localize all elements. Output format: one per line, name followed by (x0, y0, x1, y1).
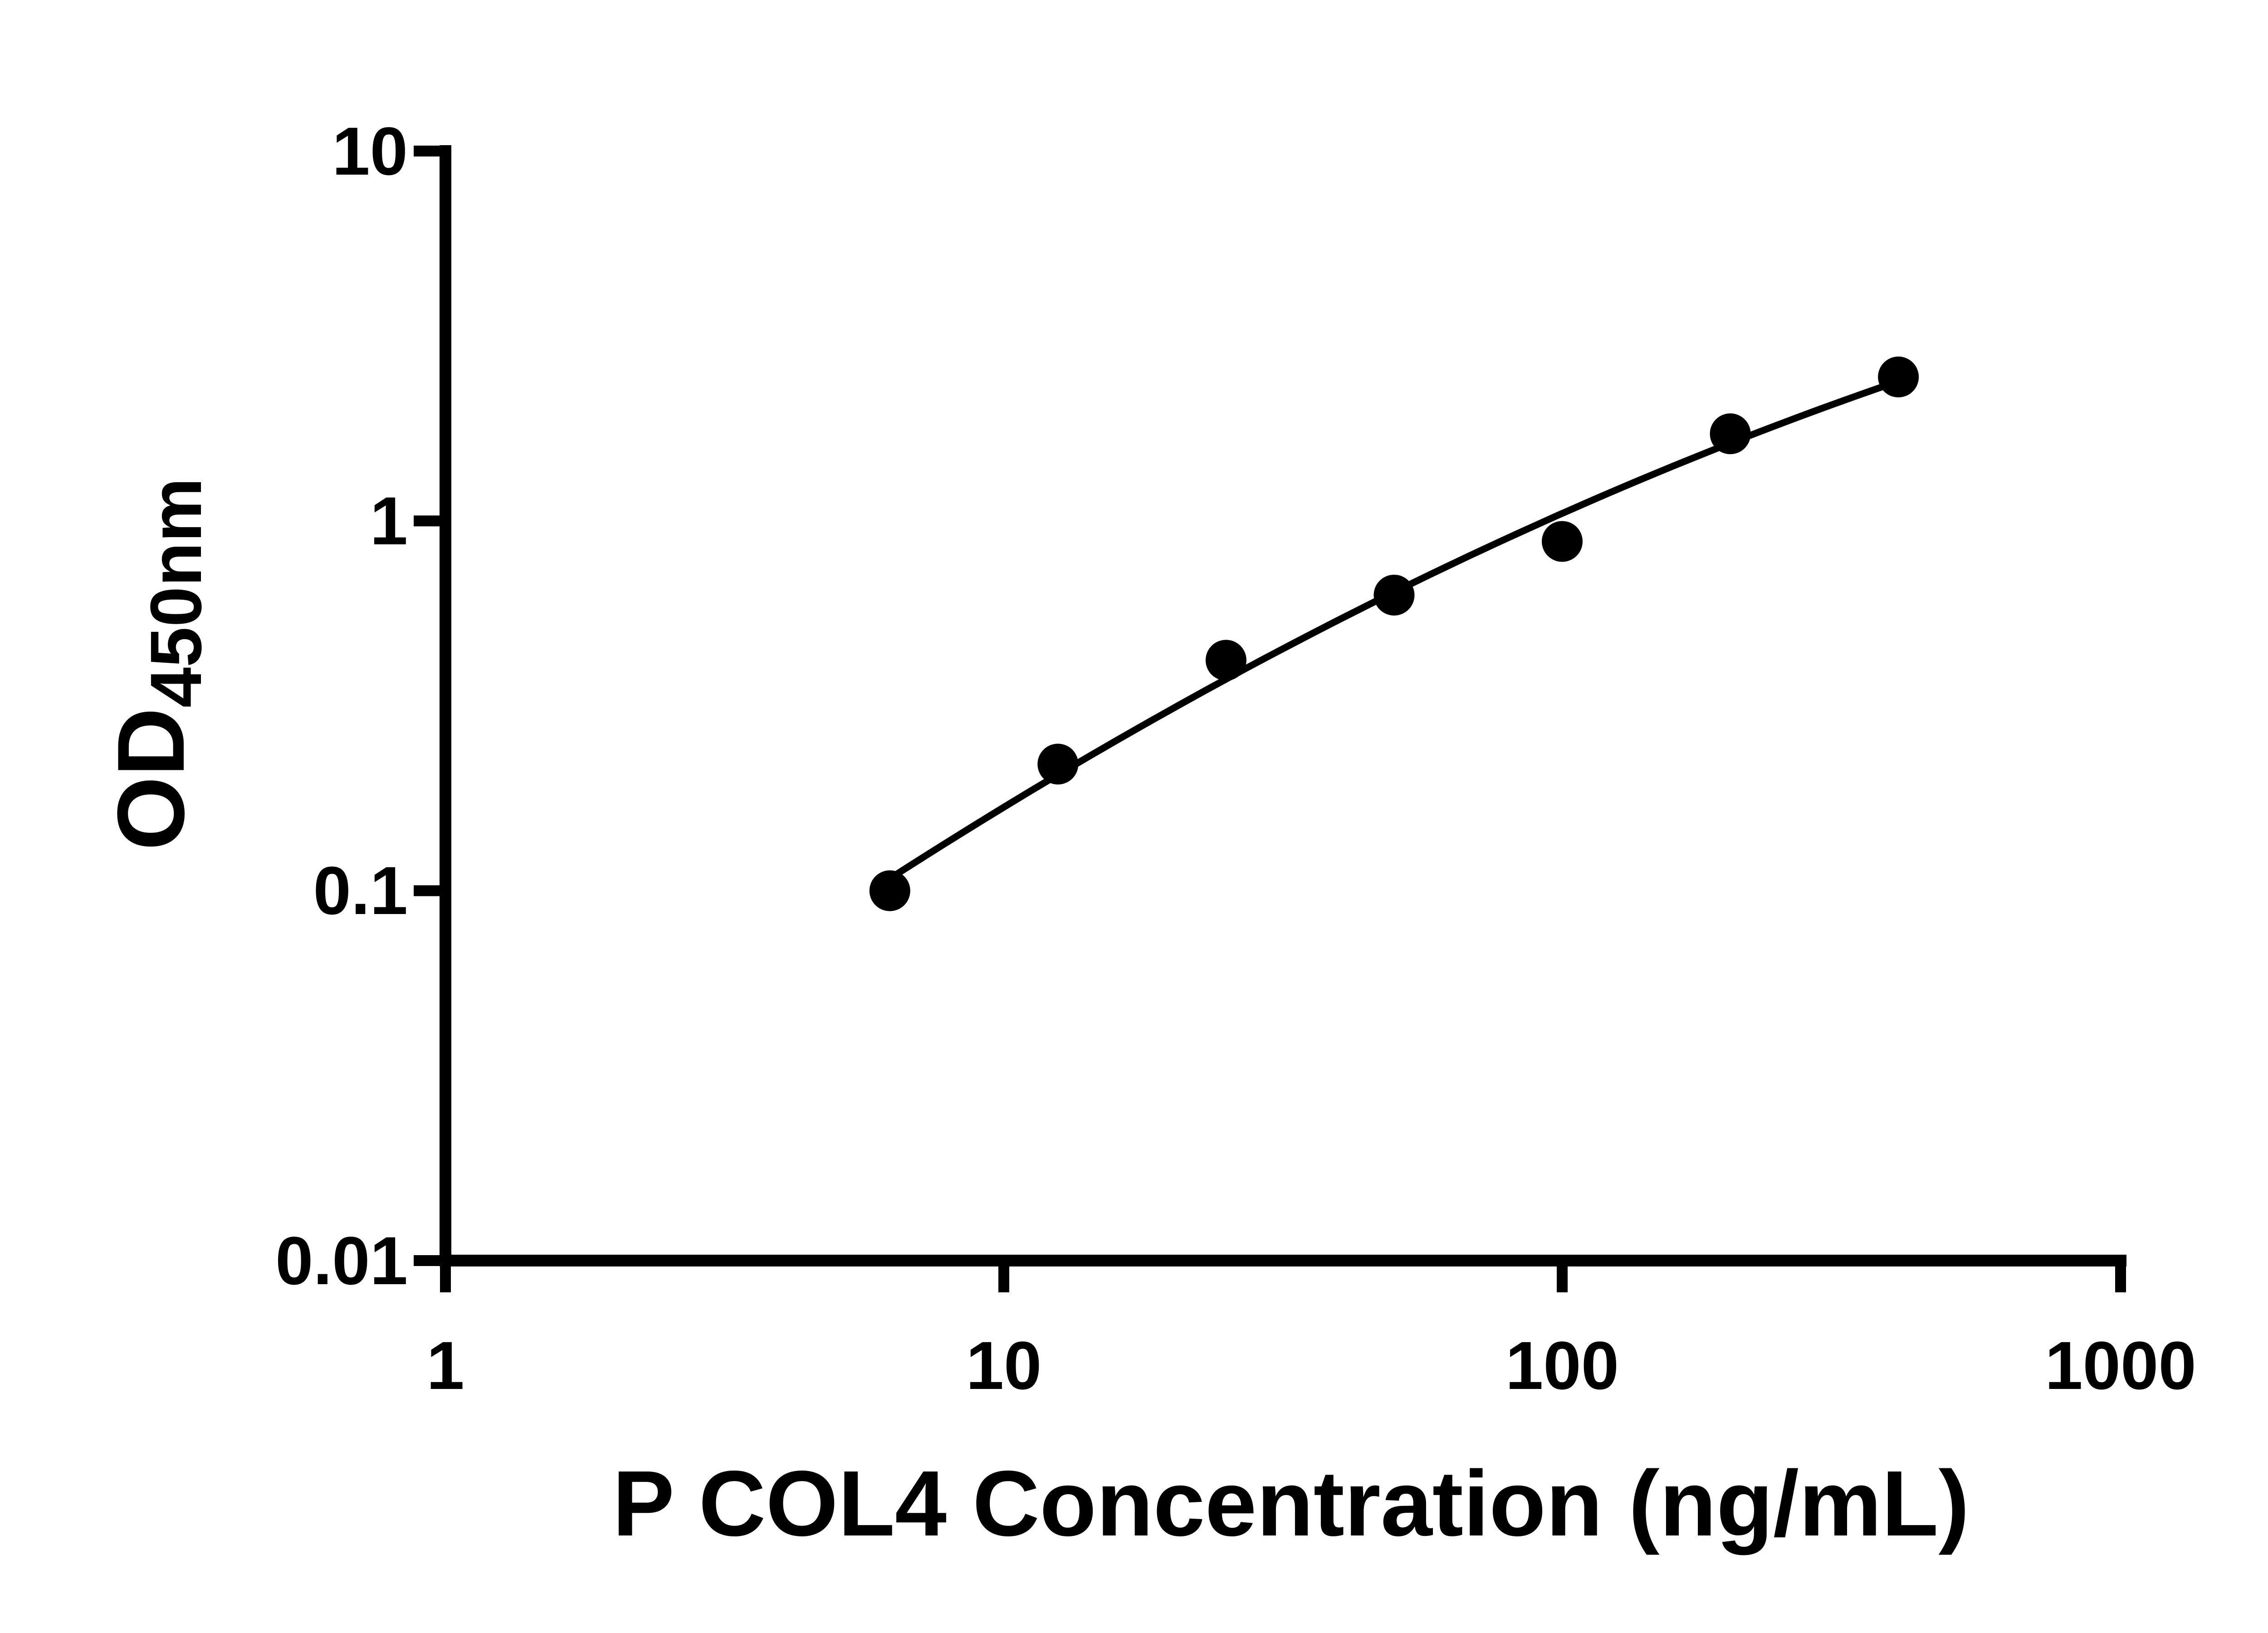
x-tick-label-10: 10 (966, 1327, 1042, 1403)
y-tick-label-0-01: 0.01 (275, 1222, 408, 1299)
y-tick-label-10: 10 (332, 113, 408, 189)
y-axis-title-subscript: 450nm (135, 478, 216, 708)
x-tick-label-1: 1 (426, 1327, 464, 1403)
x-axis-title: P COL4 Concentration (ng/mL) (612, 1452, 1970, 1555)
y-axis-title: OD450nm (92, 347, 216, 982)
y-tick-label-0-1: 0.1 (313, 852, 408, 929)
y-axis-title-main: OD (98, 707, 204, 851)
y-tick-label-1: 1 (370, 483, 408, 559)
x-tick-label-1000: 1000 (2045, 1327, 2196, 1403)
x-tick-label-100: 100 (1505, 1327, 1619, 1403)
